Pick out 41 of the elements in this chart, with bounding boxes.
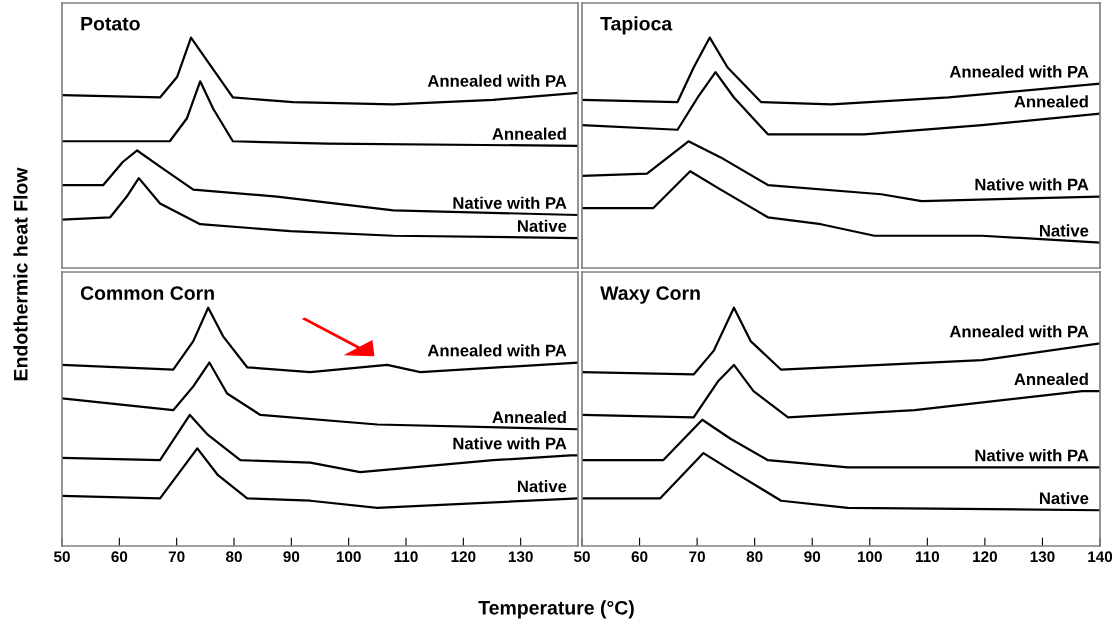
series-label: Native: [517, 219, 567, 232]
x-tick-label: 80: [225, 551, 242, 563]
series-label: Annealed: [492, 410, 566, 424]
series-label: Native with PA: [453, 196, 567, 209]
x-tick-label: 60: [111, 551, 128, 563]
chart-title: Waxy Corn: [600, 286, 700, 304]
y-axis-title: Endothermic heat Flow: [13, 167, 28, 381]
x-tick-label: 120: [973, 551, 998, 563]
series-label: Annealed: [1014, 372, 1088, 386]
series-label: Annealed with PA: [427, 74, 567, 87]
series-label: Annealed: [492, 127, 566, 140]
x-axis-title: Temperature (°C): [478, 600, 634, 619]
x-tick-label: 130: [508, 551, 533, 563]
series-label: Annealed with PA: [949, 65, 1089, 78]
x-tick-label: 110: [915, 551, 940, 563]
series-label: Native: [517, 480, 567, 493]
chart-title: Potato: [81, 16, 140, 31]
series-label: Native with PA: [975, 449, 1089, 462]
x-tick-label: 60: [631, 551, 648, 563]
series-label: Annealed with PA: [427, 344, 567, 357]
x-tick-label: 100: [336, 551, 361, 563]
x-tick-label: 80: [746, 551, 763, 563]
series-label: Native with PA: [453, 437, 567, 450]
x-tick-label: 100: [858, 551, 882, 563]
chart-title: Tapioca: [600, 16, 673, 35]
x-tick-label: 130: [1030, 551, 1055, 563]
chart-title: Common Corn: [80, 286, 214, 300]
x-tick-label: 120: [451, 551, 476, 563]
x-tick-label: 110: [394, 551, 418, 563]
x-tick-label: 140: [1088, 551, 1113, 563]
x-tick-label: 90: [283, 551, 300, 563]
series-label: Native: [1039, 491, 1089, 505]
x-tick-label: 70: [168, 551, 185, 563]
series-label: Native with PA: [975, 178, 1089, 191]
series-label: Annealed with PA: [949, 325, 1089, 338]
series-label: Native: [1039, 224, 1089, 237]
x-tick-label: 70: [689, 551, 705, 563]
x-tick-label: 50: [53, 551, 70, 563]
x-tick-label: 50: [573, 551, 590, 563]
x-tick-label: 90: [804, 551, 821, 563]
series-label: Annealed: [1014, 95, 1088, 108]
